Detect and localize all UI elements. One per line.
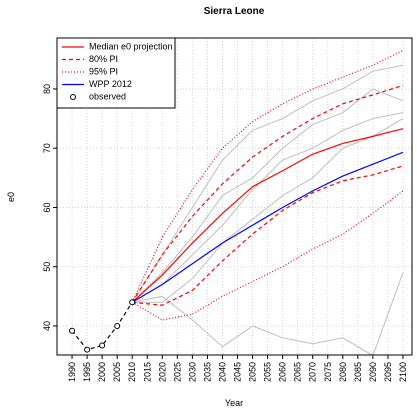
x-tick-label: 2060 — [278, 362, 288, 382]
point — [129, 299, 136, 306]
series-line — [131, 151, 404, 303]
x-tick-label: 1990 — [67, 362, 77, 382]
trajectory — [132, 272, 404, 357]
x-tick-label: 2005 — [112, 362, 122, 382]
x-tick-label: 2010 — [127, 362, 137, 382]
x-tick-label: 2030 — [187, 362, 197, 382]
upper-bound — [131, 49, 404, 303]
x-tick-label: 2000 — [97, 362, 107, 382]
legend-box — [56, 37, 176, 109]
legend-label: WPP 2012 — [89, 79, 132, 89]
x-tick-label: 2050 — [248, 362, 258, 382]
x-tick-label: 2045 — [233, 362, 243, 382]
y-tick-label: 70 — [42, 143, 52, 153]
point — [99, 342, 106, 349]
x-tick-label: 1995 — [82, 362, 92, 382]
y-tick-label: 40 — [42, 321, 52, 331]
x-tick-label: 2090 — [368, 362, 378, 382]
x-tick-label: 2055 — [263, 362, 273, 382]
chart-title: Sierra Leone — [204, 6, 265, 17]
upper-bound — [131, 84, 404, 303]
x-tick-label: 2070 — [308, 362, 318, 382]
point — [84, 346, 91, 353]
y-tick-label: 60 — [42, 202, 52, 212]
x-tick-label: 2020 — [157, 362, 167, 382]
x-tick-label: 2040 — [217, 362, 227, 382]
y-axis-label: e0 — [6, 192, 16, 202]
x-axis-label: Year — [225, 398, 243, 408]
x-tick-label: 2085 — [353, 362, 363, 382]
trajectory — [131, 88, 404, 303]
x-tick-label: 2075 — [323, 362, 333, 382]
series-line — [71, 301, 133, 351]
x-tick-label: 2035 — [202, 362, 212, 382]
legend-label: 80% PI — [89, 54, 118, 64]
x-tick-label: 2015 — [142, 362, 152, 382]
x-tick-label: 2025 — [172, 362, 182, 382]
trajectory — [131, 64, 404, 303]
legend-label: 95% PI — [89, 66, 118, 76]
series-line — [131, 128, 404, 303]
y-tick-label: 80 — [42, 84, 52, 94]
plot-frame — [56, 37, 413, 356]
x-tick-label: 2065 — [293, 362, 303, 382]
lower-bound — [132, 165, 404, 306]
y-tick-label: 50 — [42, 262, 52, 272]
point — [114, 322, 121, 329]
x-tick-label: 2095 — [383, 362, 393, 382]
legend-label: observed — [89, 91, 126, 101]
trajectory — [131, 112, 404, 303]
legend-label: Median e0 projection — [89, 41, 173, 51]
lower-bound — [131, 190, 404, 321]
trajectory — [132, 118, 404, 303]
x-tick-label: 2100 — [398, 362, 408, 382]
x-tick-label: 2080 — [338, 362, 348, 382]
point — [69, 327, 76, 334]
legend-symbol — [70, 94, 76, 100]
